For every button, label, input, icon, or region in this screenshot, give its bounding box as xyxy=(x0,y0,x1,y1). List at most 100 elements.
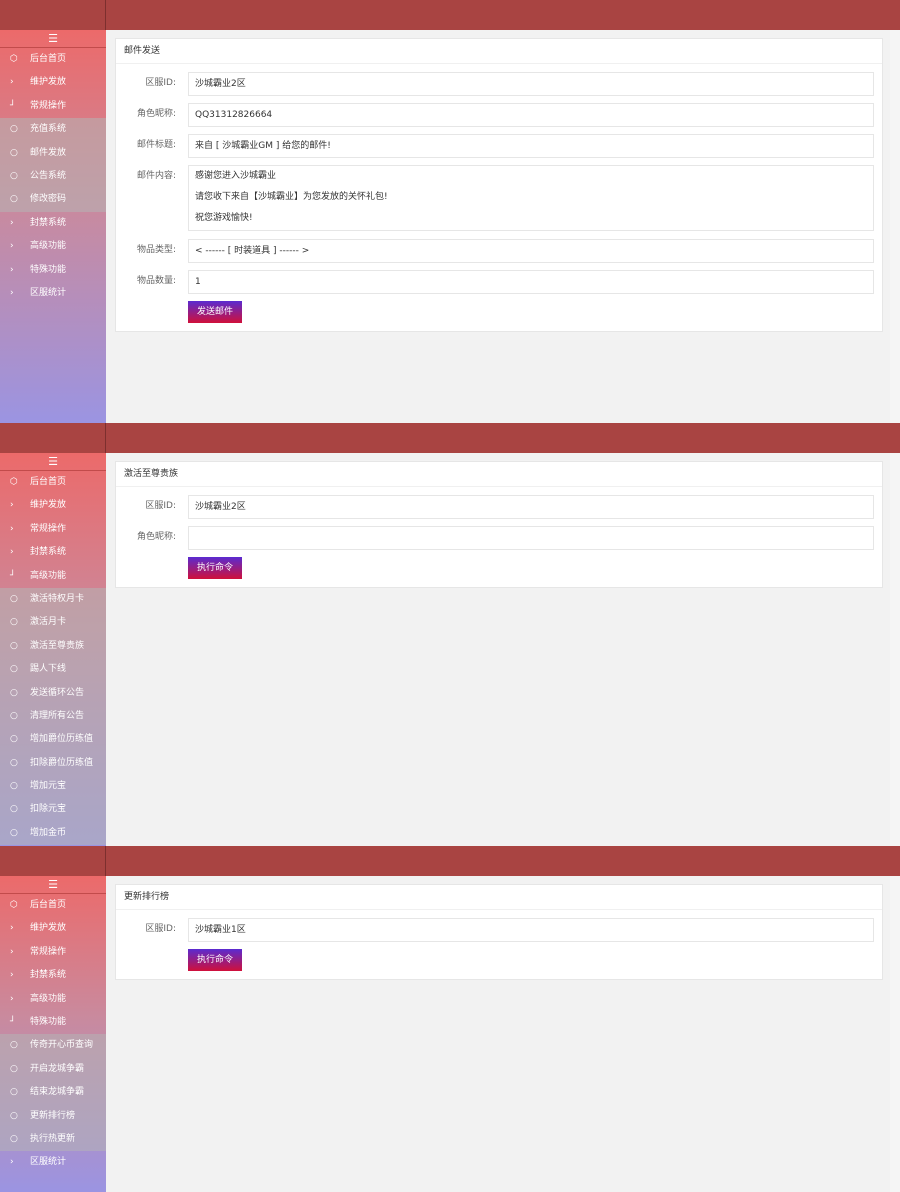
menu-icon: › xyxy=(10,264,14,275)
logo xyxy=(0,423,106,453)
menu-label: 常规操作 xyxy=(30,100,67,111)
menu-icon: ○ xyxy=(10,664,18,675)
screen: ☰ ⬡ 后台首页 › 维护发放 ┘ 常规操作 ○ 充值系统 ○ 邮件发放 ○ 公告系统 ○ 修改密码 › 封禁系… xyxy=(0,0,900,423)
menu-item[interactable]: › 常规操作 xyxy=(0,518,106,541)
menu-item[interactable]: › 维护发放 xyxy=(0,917,106,940)
menu-item[interactable]: › 特殊功能 xyxy=(0,259,106,282)
menu-item[interactable]: ○ 激活特权月卡 xyxy=(0,587,106,612)
menu-item[interactable]: › 维护发放 xyxy=(0,71,106,94)
menu-item[interactable]: ○ 充值系统 xyxy=(0,118,106,142)
menu-toggle[interactable]: ☰ xyxy=(0,876,106,894)
form-row: 区服ID: 沙城霸业2区 xyxy=(116,72,882,103)
field-input[interactable]: 沙城霸业2区 xyxy=(188,495,874,519)
menu-label: 激活至尊贵族 xyxy=(30,640,85,651)
menu-item[interactable]: › 封禁系统 xyxy=(0,964,106,987)
menu-label: 高级功能 xyxy=(30,241,67,252)
form-body: 区服ID: 沙城霸业1区 执行命令 xyxy=(116,910,882,979)
menu-item[interactable]: › 常规操作 xyxy=(0,941,106,964)
menu-item[interactable]: ⬡ 后台首页 xyxy=(0,48,106,71)
field-input[interactable]: < ------ [ 时装道具 ] ------ > xyxy=(188,239,874,263)
field-input[interactable]: 来自 [ 沙城霸业GM ] 给您的邮件! xyxy=(188,134,874,158)
scrollbar[interactable] xyxy=(890,30,900,423)
menu-item[interactable]: ○ 激活月卡 xyxy=(0,611,106,635)
menu-item[interactable]: ○ 邮件发放 xyxy=(0,141,106,165)
menu-item[interactable]: › 区服统计 xyxy=(0,282,106,305)
screen: ☰ ⬡ 后台首页 › 维护发放 › 常规操作 › 封禁系统 ┘ 高级功能 ○ 激活特权月卡 ○ 激活月卡 ○ 激… xyxy=(0,423,900,846)
menu-label: 踢人下线 xyxy=(30,664,67,675)
menu-item[interactable]: ○ 激活至尊贵族 xyxy=(0,634,106,659)
menu-item[interactable]: ⬡ 后台首页 xyxy=(0,894,106,917)
submit-button[interactable]: 执行命令 xyxy=(188,557,242,579)
menu-icon: ○ xyxy=(10,170,18,181)
form-card: 激活至尊贵族 区服ID: 沙城霸业2区 角色昵称: 执行命令 xyxy=(115,461,883,588)
menu-toggle[interactable]: ☰ xyxy=(0,453,106,471)
field-label: 物品类型: xyxy=(136,245,176,255)
menu-item[interactable]: ○ 清理所有公告 xyxy=(0,704,106,729)
menu-item[interactable]: ○ 扣除爵位历练值 xyxy=(0,751,106,776)
menu-icon: ┘ xyxy=(10,100,16,111)
form-row: 物品类型: < ------ [ 时装道具 ] ------ > xyxy=(116,239,882,270)
menu-item[interactable]: › 高级功能 xyxy=(0,235,106,258)
field-label: 角色昵称: xyxy=(136,532,176,542)
scrollbar[interactable] xyxy=(890,453,900,846)
menu-icon: ○ xyxy=(10,1133,18,1144)
menu-icon: ○ xyxy=(10,593,18,604)
menu-item[interactable]: ┘ 特殊功能 xyxy=(0,1011,106,1034)
menu-item[interactable]: ⬡ 后台首页 xyxy=(0,471,106,494)
menu-icon: ⬡ xyxy=(10,54,18,64)
menu-item[interactable]: ┘ 高级功能 xyxy=(0,565,106,588)
menu-item[interactable]: ○ 传奇开心币查询 xyxy=(0,1034,106,1058)
scrollbar[interactable] xyxy=(890,876,900,1192)
field-input[interactable]: QQ31312826664 xyxy=(188,103,874,127)
menu-item[interactable]: ○ 更新排行榜 xyxy=(0,1104,106,1128)
menu-item[interactable]: › 封禁系统 xyxy=(0,541,106,564)
form-card: 邮件发送 区服ID: 沙城霸业2区 角色昵称: QQ31312826664 邮件标题: 来自… xyxy=(115,38,883,332)
menu-item[interactable]: ○ 发送循环公告 xyxy=(0,681,106,705)
menu-item[interactable]: ○ 踢人下线 xyxy=(0,658,106,682)
field-input[interactable] xyxy=(188,526,874,550)
menu-item[interactable]: ○ 开启龙城争霸 xyxy=(0,1057,106,1082)
menu-label: 封禁系统 xyxy=(30,547,67,558)
menu-item[interactable]: › 维护发放 xyxy=(0,494,106,517)
header xyxy=(0,0,900,30)
menu-item[interactable]: › 封禁系统 xyxy=(0,212,106,235)
menu-label: 激活特权月卡 xyxy=(30,593,85,604)
menu-item[interactable]: ┘ 常规操作 xyxy=(0,95,106,118)
field-label: 角色昵称: xyxy=(136,109,176,119)
field-label: 邮件内容: xyxy=(136,171,176,181)
menu-icon: › xyxy=(10,287,14,298)
menu-label: 邮件发放 xyxy=(30,147,67,158)
menu-item[interactable]: ○ 扣除元宝 xyxy=(0,798,106,822)
menu-label: 激活月卡 xyxy=(30,617,67,628)
menu-label: 扣除爵位历练值 xyxy=(30,757,94,768)
menu-label: 特殊功能 xyxy=(30,1016,67,1027)
field-input[interactable]: 沙城霸业1区 xyxy=(188,918,874,942)
menu-icon: › xyxy=(10,1157,14,1168)
menu-icon: ○ xyxy=(10,1040,18,1051)
menu-icon: › xyxy=(10,523,14,534)
menu-item[interactable]: ○ 增加爵位历练值 xyxy=(0,728,106,752)
menu-item[interactable]: ○ 公告系统 xyxy=(0,164,106,189)
menu-item[interactable]: › 高级功能 xyxy=(0,988,106,1011)
field-input[interactable]: 沙城霸业2区 xyxy=(188,72,874,96)
menu-icon: ⬡ xyxy=(10,900,18,910)
menu-icon: ○ xyxy=(10,804,18,815)
menu-item[interactable]: ○ 增加金币 xyxy=(0,821,106,846)
form-row: 角色昵称: xyxy=(116,526,882,557)
menu-item[interactable]: ○ 修改密码 xyxy=(0,188,106,212)
menu-item[interactable]: ○ 执行热更新 xyxy=(0,1127,106,1152)
menu-label: 高级功能 xyxy=(30,993,67,1004)
form-title: 激活至尊贵族 xyxy=(116,462,882,487)
menu-item[interactable]: ○ 结束龙城争霸 xyxy=(0,1081,106,1105)
menu-toggle[interactable]: ☰ xyxy=(0,30,106,48)
menu-icon: › xyxy=(10,946,14,957)
field-textarea[interactable]: 感谢您进入沙城霸业 请您收下来自【沙城霸业】为您发放的关怀礼包! 祝您游戏愉快! xyxy=(188,165,874,231)
menu-label: 开启龙城争霸 xyxy=(30,1063,85,1074)
field-input[interactable]: 1 xyxy=(188,270,874,294)
submit-button[interactable]: 发送邮件 xyxy=(188,301,242,323)
sidebar: ☰ ⬡ 后台首页 › 维护发放 › 常规操作 › 封禁系统 ┘ 高级功能 ○ 激活特权月卡 ○ 激活月卡 ○ 激… xyxy=(0,453,106,846)
submit-button[interactable]: 执行命令 xyxy=(188,949,242,971)
menu-label: 传奇开心币查询 xyxy=(30,1040,94,1051)
menu-item[interactable]: › 区服统计 xyxy=(0,1151,106,1174)
menu-item[interactable]: ○ 增加元宝 xyxy=(0,775,106,799)
